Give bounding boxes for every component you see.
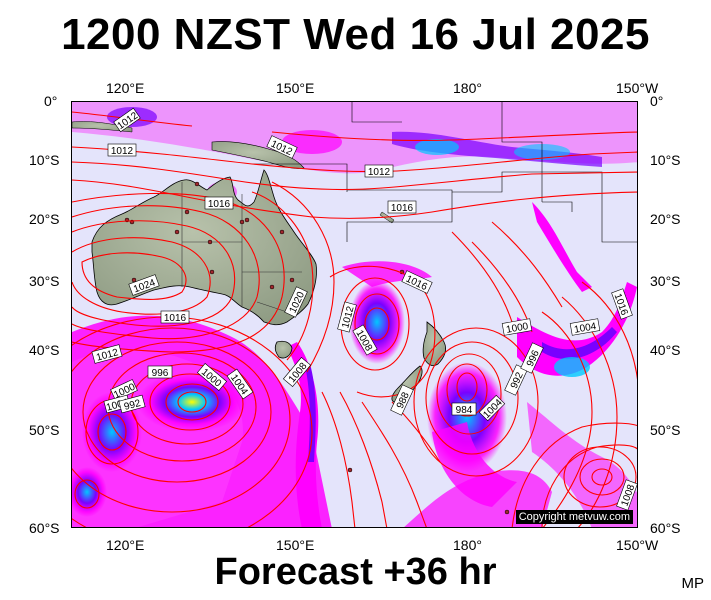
isobar-label: 1000	[505, 321, 529, 336]
bottom-lon-label: 120°E	[106, 537, 145, 553]
left-lat-label: 30°S	[29, 273, 60, 289]
isobar-label: 1012	[111, 146, 134, 157]
right-lat-label: 10°S	[650, 152, 681, 168]
right-lat-label: 50°S	[650, 422, 681, 438]
left-lat-label: 40°S	[29, 342, 60, 358]
bottom-lon-label: 150°E	[276, 537, 315, 553]
copyright-label: Copyright metvuw.com	[515, 510, 633, 524]
station-markers	[124, 181, 510, 515]
right-lat-label: 20°S	[650, 211, 681, 227]
isobar-label: 1012	[368, 167, 391, 178]
isobar-label: 1004	[573, 321, 597, 336]
top-lon-label: 180°	[453, 80, 482, 96]
weather-map-canvas: 1012 1012 1012 1012 1016 1016 1016 1016 …	[72, 102, 637, 527]
isobar-label: 1016	[391, 203, 414, 214]
new-guinea-landmass	[211, 141, 305, 169]
top-lon-label: 150°W	[616, 80, 659, 96]
top-lon-label: 120°E	[106, 80, 145, 96]
right-lat-label: 30°S	[650, 273, 681, 289]
isobar-label: 1016	[164, 313, 187, 324]
left-lat-label: 20°S	[29, 211, 60, 227]
tasmania-landmass	[274, 340, 293, 359]
indonesia-islands	[72, 121, 133, 133]
weather-map: 1012 1012 1012 1012 1016 1016 1016 1016 …	[71, 101, 638, 528]
forecast-label: Forecast +36 hr	[214, 551, 497, 593]
left-lat-label: 10°S	[29, 152, 60, 168]
boundary-lines	[252, 102, 637, 243]
isobar-labels: 1012 1012 1012 1012 1016 1016 1016 1016 …	[91, 107, 637, 511]
left-lat-label: 60°S	[29, 520, 60, 536]
right-lat-label: 0°	[650, 93, 664, 109]
left-lat-label: 50°S	[29, 422, 60, 438]
right-lat-label: 60°S	[650, 520, 681, 536]
bottom-lon-label: 150°W	[616, 537, 659, 553]
left-lat-label: 0°	[44, 93, 58, 109]
isobar-label: 992	[123, 398, 142, 413]
isobar-label: 996	[152, 368, 169, 379]
bottom-lon-label: 180°	[453, 537, 482, 553]
author-initials: MP	[681, 575, 705, 592]
right-lat-label: 40°S	[650, 342, 681, 358]
top-lon-label: 150°E	[276, 80, 315, 96]
isobar-label: 984	[456, 405, 473, 416]
isobar-label: 1016	[208, 199, 231, 210]
map-title: 1200 NZST Wed 16 Jul 2025	[61, 10, 650, 59]
